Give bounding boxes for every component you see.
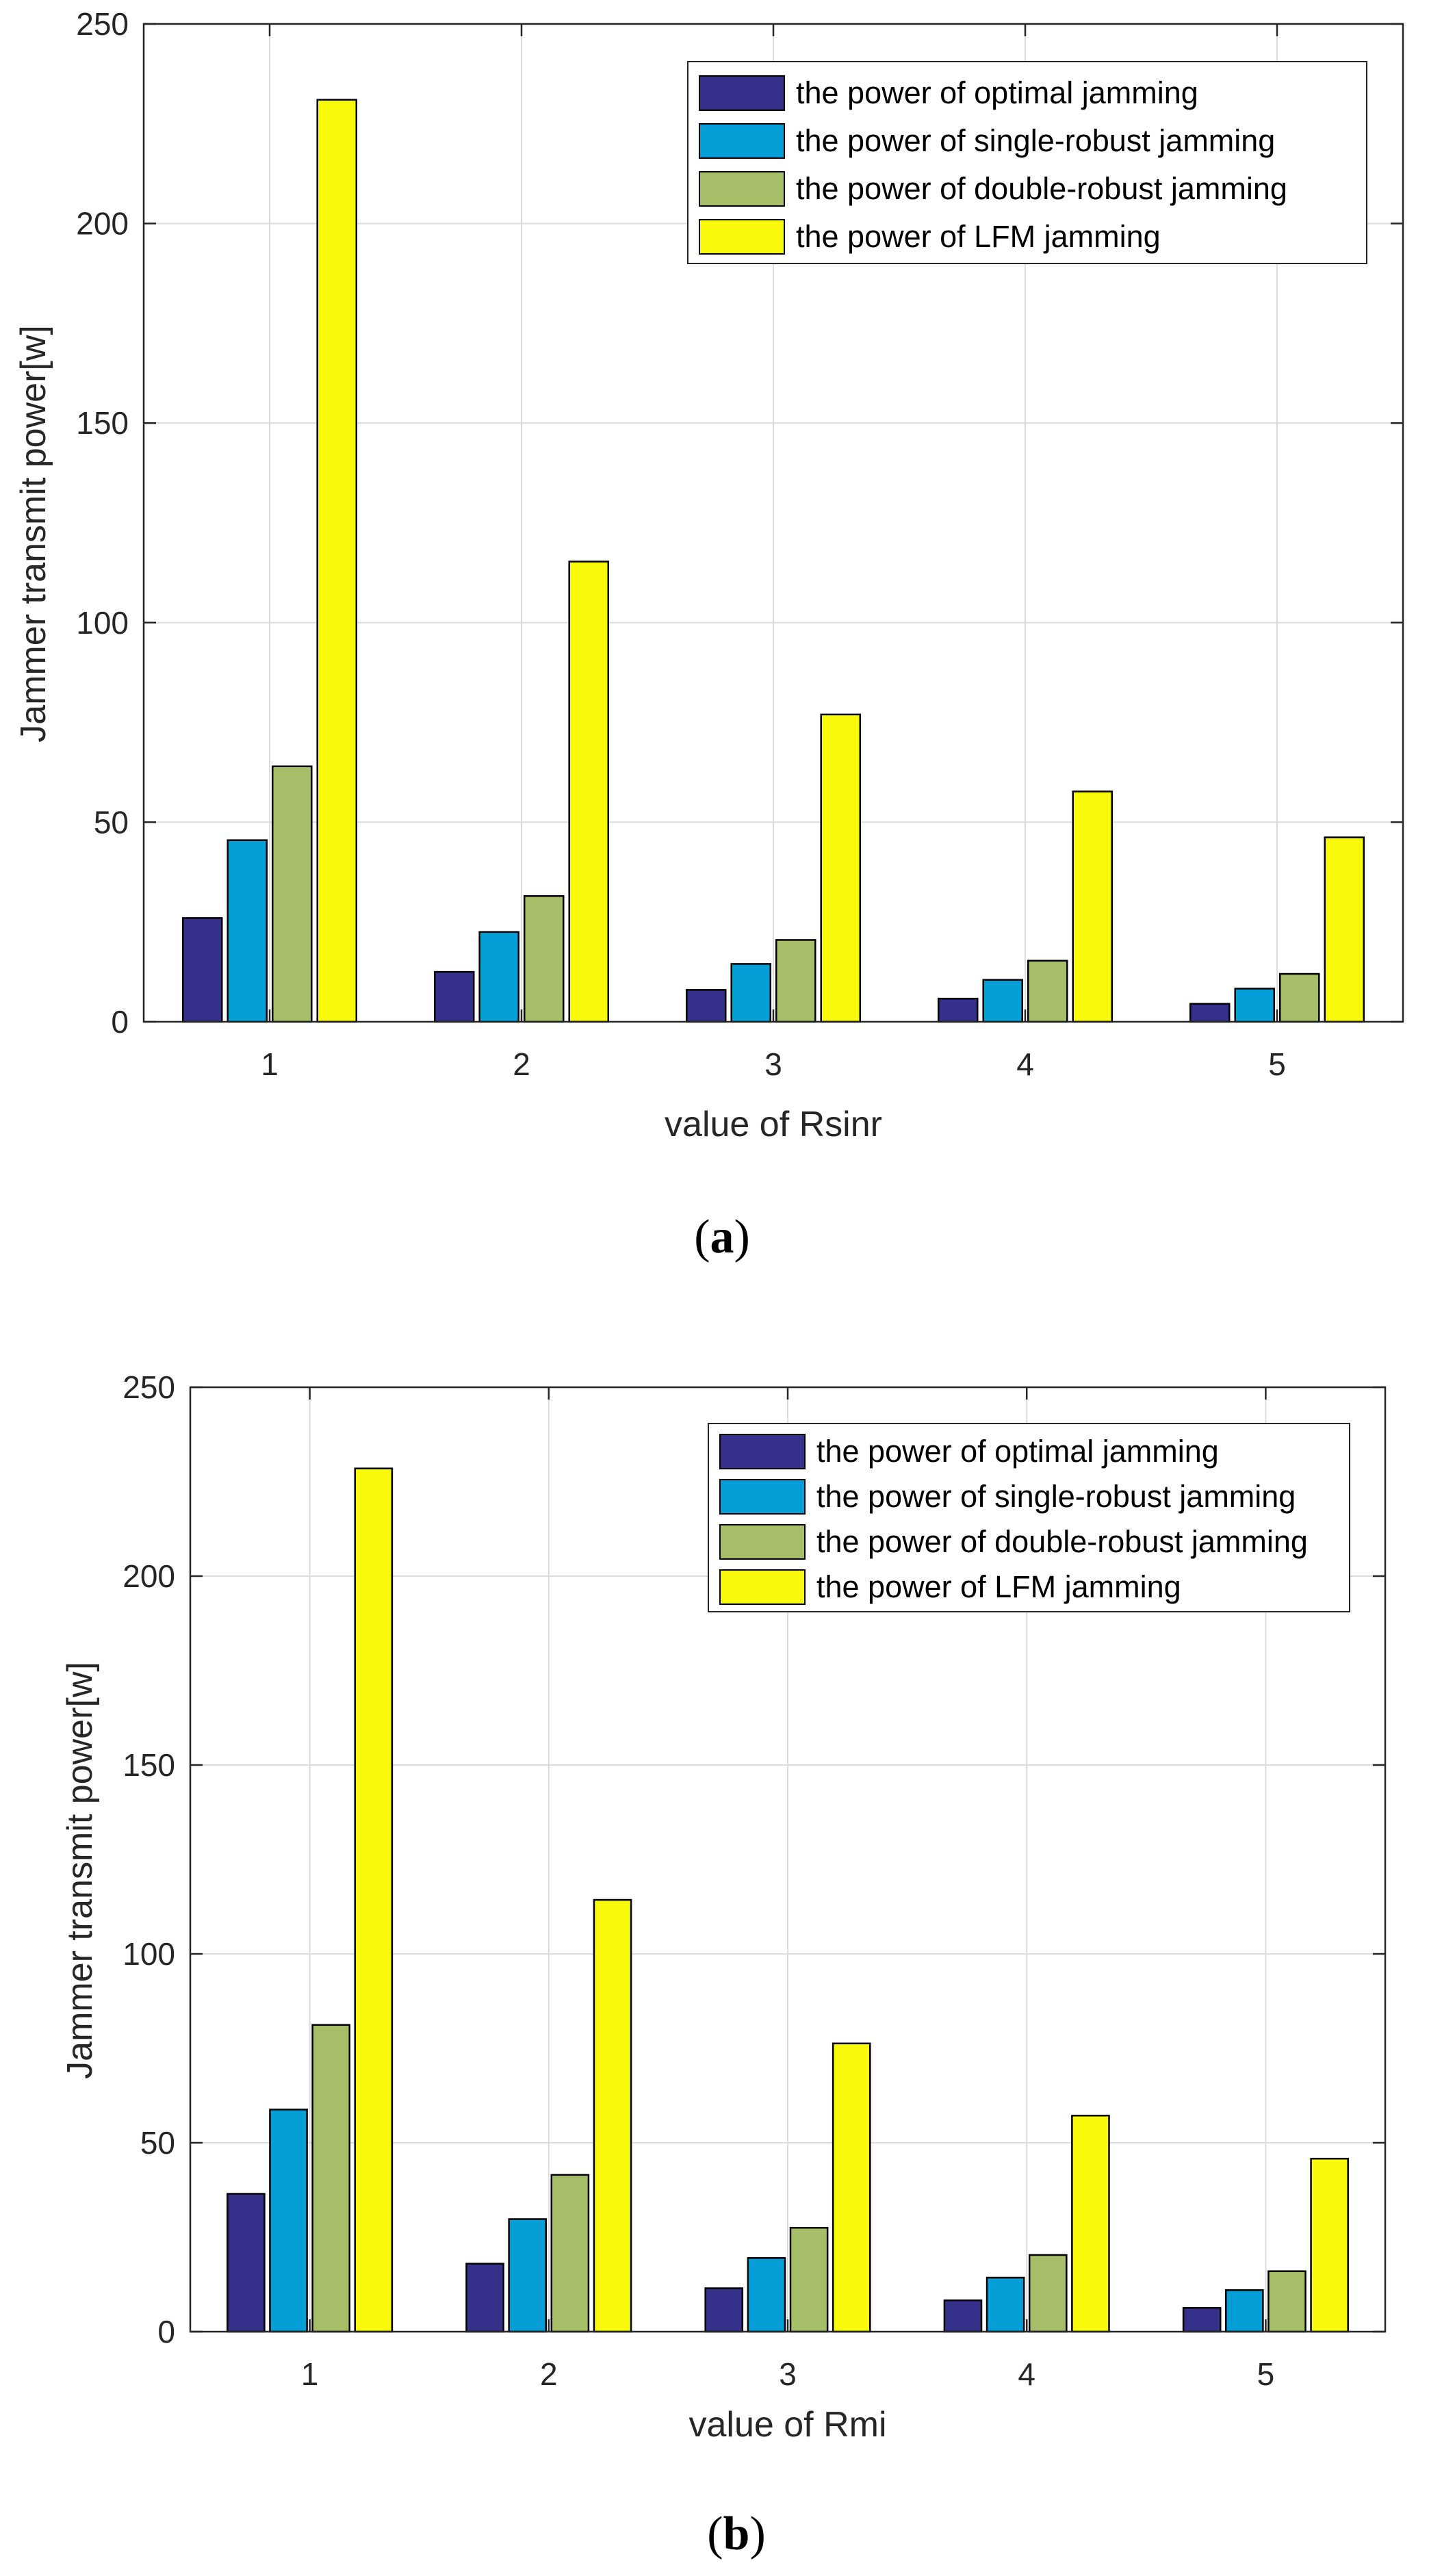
y-tick-label: 150	[123, 1747, 175, 1783]
x-tick-label: 1	[301, 2356, 319, 2392]
bar-1-4	[943, 2299, 983, 2333]
bar-1-3	[704, 2287, 744, 2333]
bar-1-3	[685, 989, 727, 1023]
bar-4-4	[1072, 790, 1113, 1023]
bar-2-2	[508, 2218, 548, 2333]
legend-swatch-4	[719, 1569, 806, 1605]
legend: the power of optimal jamming the power of…	[687, 61, 1367, 264]
bar-3-4	[1027, 959, 1068, 1023]
bar-1-1	[227, 2193, 266, 2333]
bar-1-2	[465, 2263, 504, 2333]
bar-4-5	[1324, 836, 1365, 1023]
y-tick-label: 250	[76, 6, 129, 42]
chart-b: 0 50 100 150 200 250 1 2 3 4 5 value of Rmi Jammer t…	[60, 1369, 1387, 2560]
bar-3-3	[789, 2226, 829, 2333]
y-tick-label: 100	[76, 605, 129, 641]
legend-box	[708, 1423, 1350, 1612]
bar-3-5	[1267, 2270, 1306, 2333]
x-tick-label: 5	[1257, 2356, 1275, 2392]
bar-4-4	[1071, 2115, 1110, 2333]
figure-caption: (a)	[694, 1211, 750, 1263]
legend-swatch-3	[719, 1524, 806, 1560]
y-tick-label: 50	[94, 804, 129, 840]
x-tick-label: 5	[1268, 1046, 1286, 1082]
bar-2-3	[730, 963, 772, 1023]
y-tick-label: 100	[123, 1936, 175, 1972]
legend-entry-2: the power of single-robust jamming	[796, 123, 1275, 158]
x-tick-label: 4	[1016, 1046, 1034, 1082]
y-tick-label: 200	[76, 206, 129, 242]
legend-swatch-1	[719, 1434, 806, 1469]
bar-3-2	[523, 895, 565, 1023]
y-tick-label: 0	[157, 2314, 175, 2349]
bar-4-1	[354, 1467, 394, 2333]
legend-entry-2: the power of single-robust jamming	[816, 1479, 1296, 1514]
bar-2-5	[1234, 988, 1276, 1023]
bar-4-2	[568, 561, 610, 1023]
y-tick-label: 0	[111, 1004, 129, 1040]
bar-1-4	[937, 997, 979, 1023]
x-tick-label: 3	[764, 1046, 782, 1082]
legend-entry-4: the power of LFM jamming	[816, 1569, 1181, 1604]
bar-3-1	[271, 765, 313, 1023]
figure-caption: (b)	[707, 2508, 766, 2560]
bar-1-5	[1189, 1003, 1231, 1023]
legend-swatch-3	[699, 171, 785, 207]
y-axis-label: Jammer transmit power[w]	[60, 1662, 100, 2079]
x-tick-label: 2	[540, 2356, 558, 2392]
chart-a: 0 50 100 150 200 250 1 2 3 4 5 value of Rsinr Jammer…	[14, 6, 1404, 1263]
bar-3-4	[1028, 2254, 1068, 2333]
bar-1-2	[433, 970, 475, 1023]
bar-2-4	[986, 2276, 1025, 2333]
legend-entry-1: the power of optimal jamming	[796, 75, 1198, 110]
bar-4-5	[1310, 2157, 1349, 2333]
x-tick-label: 4	[1018, 2356, 1035, 2392]
bar-1-1	[181, 917, 223, 1023]
bar-4-1	[316, 99, 358, 1023]
y-tick-label: 50	[140, 2125, 175, 2161]
bar-4-3	[832, 2042, 871, 2333]
bar-2-2	[478, 931, 520, 1023]
bar-2-5	[1225, 2289, 1264, 2333]
bar-3-5	[1278, 973, 1320, 1023]
y-tick-label: 200	[123, 1558, 175, 1594]
bar-3-2	[550, 2174, 590, 2333]
bar-2-1	[227, 839, 268, 1023]
bar-1-5	[1182, 2306, 1222, 2333]
legend-swatch-2	[699, 123, 785, 159]
legend-entry-3: the power of double-robust jamming	[796, 171, 1287, 206]
bar-3-3	[775, 939, 816, 1023]
legend: the power of optimal jamming the power of…	[708, 1423, 1350, 1612]
x-axis-label: value of Rmi	[689, 2405, 887, 2445]
legend-entry-4: the power of LFM jamming	[796, 219, 1161, 254]
bar-2-1	[269, 2109, 308, 2333]
legend-box	[687, 61, 1367, 264]
y-tick-label: 150	[76, 405, 129, 441]
x-tick-label: 1	[261, 1046, 279, 1082]
bar-2-3	[747, 2257, 786, 2333]
x-axis-label: value of Rsinr	[665, 1105, 882, 1144]
x-tick-label: 3	[779, 2356, 797, 2392]
legend-entry-1: the power of optimal jamming	[816, 1434, 1219, 1469]
bar-4-3	[820, 713, 862, 1023]
bar-4-2	[593, 1898, 632, 2333]
y-tick-label: 250	[123, 1369, 175, 1405]
bar-3-1	[311, 2024, 350, 2333]
y-axis-label: Jammer transmit power[w]	[14, 325, 53, 743]
legend-entry-3: the power of double-robust jamming	[816, 1524, 1308, 1559]
legend-swatch-4	[699, 219, 785, 255]
bar-2-4	[982, 979, 1024, 1023]
legend-swatch-1	[699, 75, 785, 111]
x-tick-label: 2	[513, 1046, 530, 1082]
legend-swatch-2	[719, 1479, 806, 1515]
